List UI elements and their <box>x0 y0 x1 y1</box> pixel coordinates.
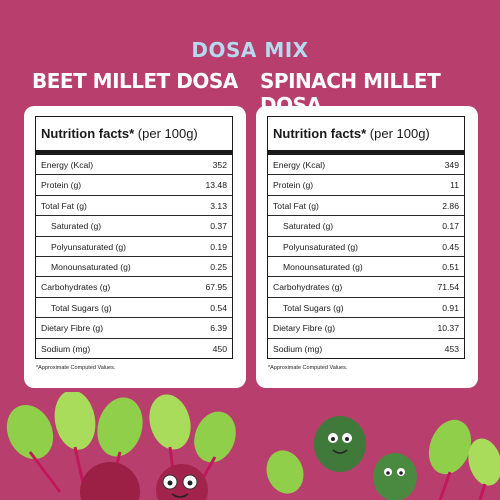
vegetable-illustration <box>6 392 500 500</box>
nutrient-label: Polyunsaturated (g) <box>283 241 358 252</box>
right-product-title: SPINACH MILLET DOSA <box>260 69 441 117</box>
nutrient-value: 450 <box>212 343 227 354</box>
nutrition-table-heading: Nutrition facts* (per 100g) <box>268 117 464 155</box>
nutrient-value: 2.86 <box>442 200 459 211</box>
nutrient-label: Monounsaturated (g) <box>283 261 363 272</box>
nutrition-row: Monounsaturated (g) 0.51 <box>268 257 464 278</box>
nutrition-heading-rest: (per 100g) <box>366 126 430 141</box>
footnote: *Approximate Computed Values. <box>36 365 116 371</box>
nutrient-value: 453 <box>444 343 459 354</box>
nutrient-label: Sodium (mg) <box>41 343 91 354</box>
nutrition-heading-rest: (per 100g) <box>134 126 198 141</box>
nutrient-value: 0.45 <box>442 241 459 252</box>
nutrition-row: Sodium (mg) 450 <box>36 339 232 359</box>
beet-characters-icon <box>80 462 208 500</box>
spinach-characters-icon <box>314 416 417 500</box>
nutrient-label: Total Fat (g) <box>273 200 319 211</box>
nutrition-row: Carbohydrates (g) 67.95 <box>36 277 232 298</box>
nutrient-label: Monounsaturated (g) <box>51 261 131 272</box>
nutrient-label: Energy (Kcal) <box>273 160 326 170</box>
nutrition-row: Polyunsaturated (g) 0.45 <box>268 237 464 257</box>
nutrition-row: Energy (Kcal) 349 <box>268 155 464 176</box>
beet-leaves-icon <box>6 392 236 493</box>
footnote: *Approximate Computed Values. <box>268 365 348 371</box>
nutrient-label: Protein (g) <box>41 180 82 191</box>
nutrient-label: Carbohydrates (g) <box>273 282 343 293</box>
right-leaves-icon <box>266 419 500 500</box>
nutrition-row: Total Sugars (g) 0.91 <box>268 298 464 319</box>
nutrient-label: Total Fat (g) <box>41 200 87 211</box>
nutrition-row: Saturated (g) 0.17 <box>268 216 464 237</box>
nutrient-value: 13.48 <box>205 180 227 191</box>
right-nutrition-card: Nutrition facts* (per 100g) Energy (Kcal… <box>256 106 478 388</box>
nutrient-value: 0.19 <box>210 241 227 252</box>
nutrient-label: Carbohydrates (g) <box>41 282 111 293</box>
nutrient-value: 71.54 <box>437 282 459 293</box>
nutrient-label: Total Sugars (g) <box>283 302 344 313</box>
nutrition-row: Saturated (g) 0.37 <box>36 216 232 237</box>
right-nutrition-table: Nutrition facts* (per 100g) Energy (Kcal… <box>267 116 465 359</box>
nutrition-row: Monounsaturated (g) 0.25 <box>36 257 232 278</box>
nutrition-row: Energy (Kcal) 352 <box>36 155 232 176</box>
nutrient-value: 349 <box>444 160 459 170</box>
nutrition-heading-bold: Nutrition facts* <box>41 126 135 141</box>
nutrient-label: Dietary Fibre (g) <box>273 323 336 334</box>
left-nutrition-card: Nutrition facts* (per 100g) Energy (Kcal… <box>24 106 246 388</box>
nutrient-value: 0.91 <box>442 302 459 313</box>
nutrient-value: 0.17 <box>442 221 459 232</box>
nutrient-value: 67.95 <box>205 282 227 293</box>
nutrient-value: 0.25 <box>210 261 227 272</box>
mix-label: DOSA MIX <box>191 38 309 62</box>
nutrient-value: 0.54 <box>210 302 227 313</box>
nutrient-value: 10.37 <box>437 323 459 334</box>
nutrient-label: Polyunsaturated (g) <box>51 241 126 252</box>
nutrient-label: Saturated (g) <box>283 221 334 232</box>
nutrition-row: Total Sugars (g) 0.54 <box>36 298 232 319</box>
nutrition-row: Dietary Fibre (g) 10.37 <box>268 318 464 339</box>
nutrition-row: Carbohydrates (g) 71.54 <box>268 277 464 298</box>
nutrition-row: Polyunsaturated (g) 0.19 <box>36 237 232 257</box>
nutrient-value: 11 <box>450 180 459 191</box>
nutrient-value: 6.39 <box>210 323 227 334</box>
nutrient-value: 352 <box>212 160 227 170</box>
nutrient-label: Protein (g) <box>273 180 314 191</box>
nutrition-row: Dietary Fibre (g) 6.39 <box>36 318 232 339</box>
nutrient-value: 0.51 <box>442 261 459 272</box>
nutrition-row: Protein (g) 13.48 <box>36 175 232 196</box>
left-nutrition-table: Nutrition facts* (per 100g) Energy (Kcal… <box>35 116 233 359</box>
nutrient-value: 0.37 <box>210 221 227 232</box>
nutrition-heading-bold: Nutrition facts* <box>273 126 367 141</box>
nutrition-row: Sodium (mg) 453 <box>268 339 464 359</box>
nutrient-label: Energy (Kcal) <box>41 160 94 170</box>
nutrition-row: Total Fat (g) 3.13 <box>36 196 232 217</box>
nutrition-row: Total Fat (g) 2.86 <box>268 196 464 217</box>
nutrient-label: Sodium (mg) <box>273 343 323 354</box>
nutrient-label: Saturated (g) <box>51 221 102 232</box>
nutrient-label: Dietary Fibre (g) <box>41 323 104 334</box>
left-product-title: BEET MILLET DOSA <box>32 69 238 93</box>
nutrition-row: Protein (g) 11 <box>268 175 464 196</box>
nutrient-label: Total Sugars (g) <box>51 302 112 313</box>
nutrition-table-heading: Nutrition facts* (per 100g) <box>36 117 232 155</box>
nutrient-value: 3.13 <box>210 200 227 211</box>
